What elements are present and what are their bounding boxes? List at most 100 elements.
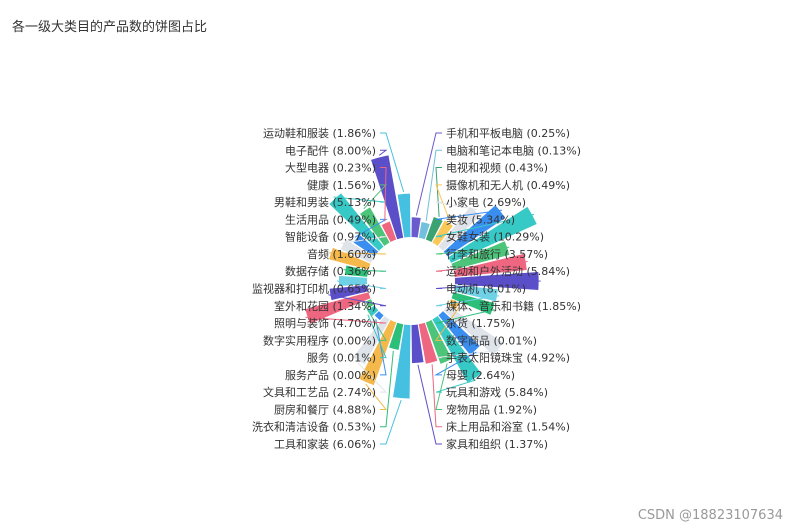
sector-37[interactable] [397, 193, 411, 238]
leader-line-35 [380, 167, 387, 222]
sector-6[interactable] [448, 206, 537, 263]
leader-lines-group [305, 132, 541, 445]
slice-label-11: 杂货 (1.75%) [446, 316, 515, 330]
leader-line-2 [435, 167, 442, 217]
leader-line-16 [435, 363, 448, 410]
slice-label-19: 工具和家装 (6.06%) [274, 437, 376, 451]
sector-12[interactable] [448, 299, 460, 310]
labels-group: 手机和平板电脑 (0.25%) 电脑和笔记本电脑 (0.13%) 电视和视频 (0.… [252, 126, 581, 451]
leader-line-30 [328, 252, 387, 255]
slice-label-24: 服务 (0.01%) [307, 352, 376, 365]
sector-21[interactable] [359, 319, 397, 386]
slice-label-26: 照明与装饰 (4.70%) [274, 316, 376, 330]
leader-line-18 [417, 364, 442, 445]
slice-label-14: 母婴 (2.64%) [446, 369, 515, 382]
leader-line-11 [435, 309, 495, 324]
slice-label-30: 音频 (1.60%) [307, 247, 376, 261]
slice-label-29: 数据存储 (0.36%) [285, 264, 376, 278]
slice-label-18: 家具和组织 (1.37%) [446, 437, 548, 451]
leader-line-33 [333, 196, 387, 203]
sector-29[interactable] [344, 265, 369, 277]
watermark: CSDN @18823107634 [637, 508, 783, 523]
leader-line-5 [435, 209, 503, 220]
sector-17[interactable] [418, 322, 438, 364]
sector-36[interactable] [371, 155, 404, 240]
slice-label-16: 宠物用品 (1.92%) [446, 402, 537, 416]
leader-line-22 [357, 362, 388, 393]
sector-22[interactable] [353, 316, 390, 365]
slice-label-3: 摄像机和无人机 (0.49%) [446, 178, 570, 192]
sector-33[interactable] [329, 193, 384, 251]
leader-line-27 [328, 294, 387, 307]
slice-label-0: 手机和平板电脑 (0.25%) [446, 126, 570, 140]
sector-35[interactable] [381, 221, 397, 243]
leader-line-6 [435, 213, 535, 238]
leader-line-25 [364, 305, 387, 341]
slice-label-4: 小家电 (2.69%) [446, 195, 526, 209]
leader-line-1 [425, 149, 442, 222]
slice-label-7: 行李和旅行 (3.57%) [446, 247, 548, 261]
leader-line-36 [378, 149, 388, 156]
leader-line-37 [380, 132, 405, 193]
slice-label-31: 智能设备 (0.97%) [285, 230, 376, 244]
slice-label-28: 监视器和打印机 (0.65%) [252, 282, 376, 296]
leader-line-29 [343, 269, 387, 272]
leader-line-3 [435, 184, 451, 222]
slice-label-12: 数字商品 (0.01%) [446, 333, 537, 347]
leader-line-7 [435, 246, 510, 255]
leader-line-32 [354, 218, 388, 238]
leader-line-13 [435, 349, 501, 359]
sector-25[interactable] [365, 299, 374, 308]
sector-15[interactable] [432, 316, 482, 383]
leader-line-31 [341, 236, 387, 244]
sector-31[interactable] [340, 239, 374, 263]
slice-label-9: 电动机 (8.01%) [446, 282, 526, 296]
slice-label-35: 大型电器 (0.23%) [285, 161, 376, 175]
slice-label-37: 运动鞋和服装 (1.86%) [263, 126, 376, 140]
sector-28[interactable] [338, 275, 368, 287]
sector-19[interactable] [393, 324, 411, 399]
slice-label-22: 文具和工艺品 (2.74%) [263, 385, 376, 399]
leader-line-23 [375, 319, 387, 376]
sector-16[interactable] [425, 319, 452, 364]
slice-label-8: 运动和户外活动 (5.84%) [446, 264, 570, 278]
sector-0[interactable] [411, 217, 421, 238]
leader-line-26 [305, 316, 387, 324]
slice-label-2: 电视和视频 (0.43%) [446, 161, 548, 175]
sector-5[interactable] [443, 205, 506, 257]
slice-label-33: 男鞋和男装 (5.13%) [274, 195, 376, 209]
sector-23[interactable] [374, 311, 384, 321]
leader-line-24 [367, 314, 387, 359]
sector-4[interactable] [438, 206, 481, 251]
slice-label-34: 健康 (1.56%) [307, 178, 376, 192]
slice-label-5: 美妆 (5.34%) [446, 213, 515, 226]
slice-label-23: 服务产品 (0.00%) [285, 368, 376, 382]
slice-label-27: 室外和花园 (1.34%) [274, 299, 376, 313]
leader-line-9 [435, 280, 541, 289]
sector-1[interactable] [418, 222, 430, 240]
chart-title: 各一级大类目的产品数的饼图占比 [12, 20, 208, 35]
slice-label-15: 玩具和游戏 (5.84%) [446, 386, 548, 399]
sector-2[interactable] [425, 216, 443, 243]
slice-label-17: 床上用品和浴室 (1.54%) [446, 420, 570, 434]
leader-line-4 [435, 201, 477, 211]
slice-label-6: 女鞋女装 (10.29%) [446, 230, 544, 244]
slice-label-1: 电脑和笔记本电脑 (0.13%) [446, 143, 581, 157]
leader-line-8 [435, 261, 528, 272]
leader-line-17 [431, 364, 442, 428]
leader-line-12 [435, 306, 460, 341]
slice-label-20: 洗衣和清洁设备 (0.53%) [252, 420, 376, 434]
slice-label-13: 手表太阳镜珠宝 (4.92%) [446, 351, 570, 365]
sector-20[interactable] [389, 322, 404, 350]
leader-line-28 [336, 280, 387, 289]
slice-label-32: 生活用品 (0.49%) [285, 212, 376, 226]
sector-11[interactable] [451, 292, 495, 315]
leader-line-19 [380, 399, 402, 445]
sector-18[interactable] [411, 324, 424, 364]
slice-label-25: 数字实用程序 (0.00%) [263, 333, 376, 347]
sector-3[interactable] [432, 220, 453, 246]
slice-label-10: 媒体、音乐和书籍 (1.85%) [446, 299, 581, 313]
slice-label-36: 电子配件 (8.00%) [285, 144, 376, 157]
leader-line-14 [434, 351, 477, 376]
